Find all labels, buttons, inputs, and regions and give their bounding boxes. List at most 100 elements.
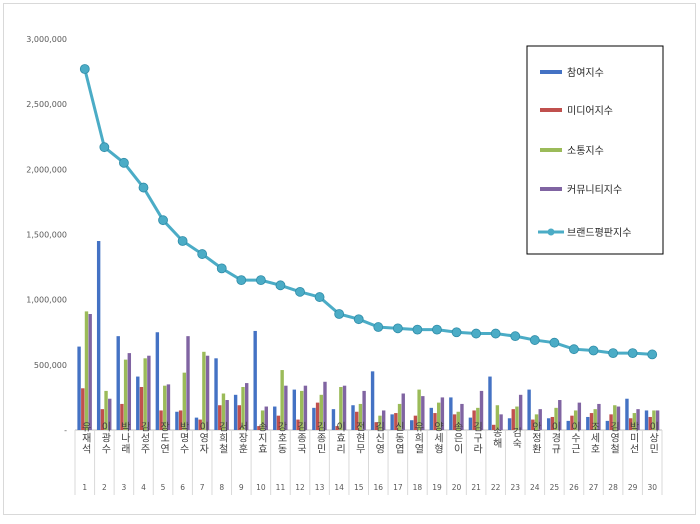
line-point	[138, 182, 149, 193]
bar-4	[205, 355, 210, 430]
legend-swatch	[540, 148, 562, 152]
line-point	[353, 314, 364, 325]
bar-1	[214, 358, 218, 430]
x-category-label: 이광수	[99, 421, 111, 454]
x-rank-label: 22	[491, 483, 501, 492]
line-point	[373, 322, 384, 332]
x-rank-label: 1	[82, 483, 87, 492]
x-rank-label: 27	[589, 483, 599, 492]
x-rank-label: 20	[452, 483, 462, 492]
bar-1	[605, 420, 610, 430]
line-point	[432, 324, 442, 335]
x-category-label: 김종국	[295, 421, 307, 454]
bar-1	[331, 409, 336, 430]
bar-1	[292, 389, 297, 430]
bar-3	[143, 358, 147, 430]
x-category-label: 이상민	[647, 421, 659, 454]
x-category-label: 강호동	[275, 421, 287, 454]
bar-1	[625, 398, 629, 430]
bar-2	[120, 403, 124, 430]
bar-4	[499, 414, 503, 430]
bar-3	[280, 370, 284, 430]
line-point	[177, 236, 188, 246]
bar-1	[449, 397, 453, 430]
x-rank-label: 19	[432, 483, 442, 492]
x-rank-label: 7	[200, 483, 205, 492]
line-point	[588, 345, 599, 356]
bar-2	[237, 405, 242, 430]
y-tick-label: 2,000,000	[26, 165, 67, 174]
bar-3	[202, 351, 206, 430]
x-category-label: 유희열	[412, 421, 424, 454]
bar-4	[636, 409, 640, 430]
bar-2	[433, 413, 437, 430]
x-rank-label: 26	[569, 483, 579, 492]
line-series	[79, 64, 658, 360]
legend-label: 커뮤니티지수	[567, 184, 622, 196]
bar-1	[351, 405, 355, 430]
bar-4	[166, 384, 171, 430]
bar-1	[136, 376, 140, 430]
bar-3	[476, 407, 480, 430]
bar-1	[527, 389, 531, 430]
bar-2	[139, 386, 144, 430]
line-point	[314, 292, 325, 302]
bar-3	[300, 390, 304, 430]
bar-1	[312, 407, 316, 430]
bar-1	[175, 411, 179, 430]
bar-4	[558, 400, 562, 430]
x-rank-label: 23	[510, 483, 520, 492]
x-category-label: 안정환	[529, 421, 541, 454]
bar-3	[613, 405, 617, 430]
x-category-label: 김구라	[471, 421, 483, 454]
line-point	[275, 280, 286, 291]
x-category-label: 박명수	[177, 421, 189, 454]
bar-4	[538, 409, 542, 430]
bar-3	[515, 406, 519, 430]
bar-4	[342, 385, 347, 430]
x-category-label: 유재석	[79, 421, 91, 454]
bar-4	[577, 402, 582, 430]
line-point	[295, 286, 305, 297]
y-axis-ticks: 3,000,000 2,500,000 2,000,000 1,500,000 1,00…	[26, 35, 67, 435]
x-rank-label: 10	[256, 483, 266, 492]
bar-1	[233, 394, 238, 430]
y-tick-label: -	[64, 426, 67, 435]
line-point	[119, 157, 129, 168]
bar-2	[374, 422, 378, 430]
bar-4	[303, 385, 308, 430]
bar-2	[296, 419, 300, 430]
line-point	[569, 344, 579, 355]
bar-4	[479, 390, 484, 430]
x-rank-label: 28	[608, 483, 618, 492]
x-rank-label: 21	[471, 483, 481, 492]
bar-1	[116, 336, 120, 430]
bar-3	[260, 410, 265, 430]
bar-4	[616, 406, 621, 430]
bar-2	[257, 426, 261, 430]
bar-2	[472, 410, 476, 430]
legend-label: 미디어지수	[567, 105, 613, 117]
x-category-label: 김희철	[216, 421, 228, 454]
bar-4	[421, 396, 425, 430]
legend-swatch-marker	[547, 228, 555, 236]
bar-3	[417, 389, 421, 430]
bar-2	[589, 413, 594, 430]
x-category-label: 이경규	[549, 421, 561, 454]
x-rank-label: 13	[315, 483, 325, 492]
bar-2	[198, 419, 202, 430]
bar-2	[355, 411, 359, 430]
bar-1	[194, 417, 199, 430]
line-point	[334, 309, 345, 319]
line-point	[236, 275, 247, 286]
line-point	[158, 215, 168, 226]
x-rank-label: 6	[180, 483, 185, 492]
legend-swatch	[540, 108, 562, 112]
bar-3	[573, 410, 578, 430]
bar-4	[225, 400, 229, 430]
x-category-label: 이효리	[334, 421, 346, 454]
bar-4	[147, 355, 151, 430]
x-rank-label: 30	[647, 483, 657, 492]
x-category-label: 전현무	[353, 421, 365, 454]
line-point	[627, 348, 638, 359]
